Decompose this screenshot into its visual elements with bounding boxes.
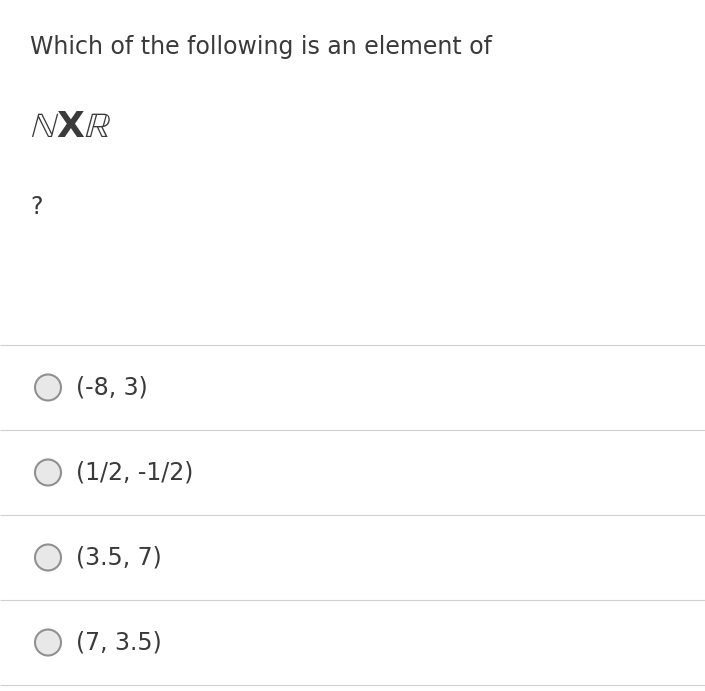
Text: (3.5, 7): (3.5, 7) <box>76 545 161 569</box>
Text: (-8, 3): (-8, 3) <box>76 375 148 399</box>
Circle shape <box>35 630 61 656</box>
Text: (7, 3.5): (7, 3.5) <box>76 630 161 654</box>
Text: (1/2, -1/2): (1/2, -1/2) <box>76 460 193 484</box>
Circle shape <box>35 545 61 571</box>
Circle shape <box>35 460 61 486</box>
Text: ?: ? <box>30 195 42 219</box>
Text: $\mathbb{N}\mathbf{X}\mathbb{R}$: $\mathbb{N}\mathbf{X}\mathbb{R}$ <box>30 110 111 144</box>
Circle shape <box>35 375 61 401</box>
Text: Which of the following is an element of: Which of the following is an element of <box>30 35 492 59</box>
